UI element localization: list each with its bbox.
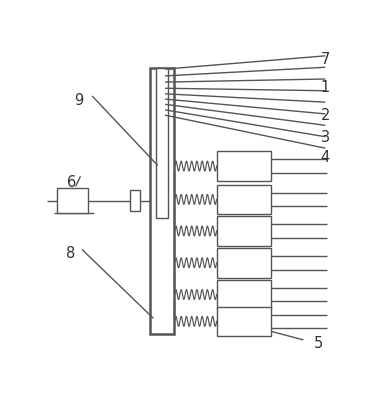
Bar	[217, 151, 271, 181]
Text: 2: 2	[321, 108, 330, 123]
Text: 4: 4	[321, 150, 330, 165]
Bar	[217, 306, 271, 336]
Bar	[150, 68, 174, 334]
Bar	[217, 216, 271, 246]
Text: 3: 3	[321, 130, 330, 144]
Bar	[156, 68, 168, 218]
Text: 5: 5	[313, 336, 323, 351]
Bar	[217, 280, 271, 309]
Bar	[217, 184, 271, 214]
Text: 8: 8	[66, 246, 75, 261]
Bar	[130, 190, 140, 211]
Text: 9: 9	[74, 93, 84, 108]
Text: 1: 1	[321, 80, 330, 95]
Bar	[57, 188, 88, 213]
Text: 7: 7	[321, 53, 330, 67]
Bar	[217, 248, 271, 277]
Text: 6: 6	[67, 175, 76, 190]
